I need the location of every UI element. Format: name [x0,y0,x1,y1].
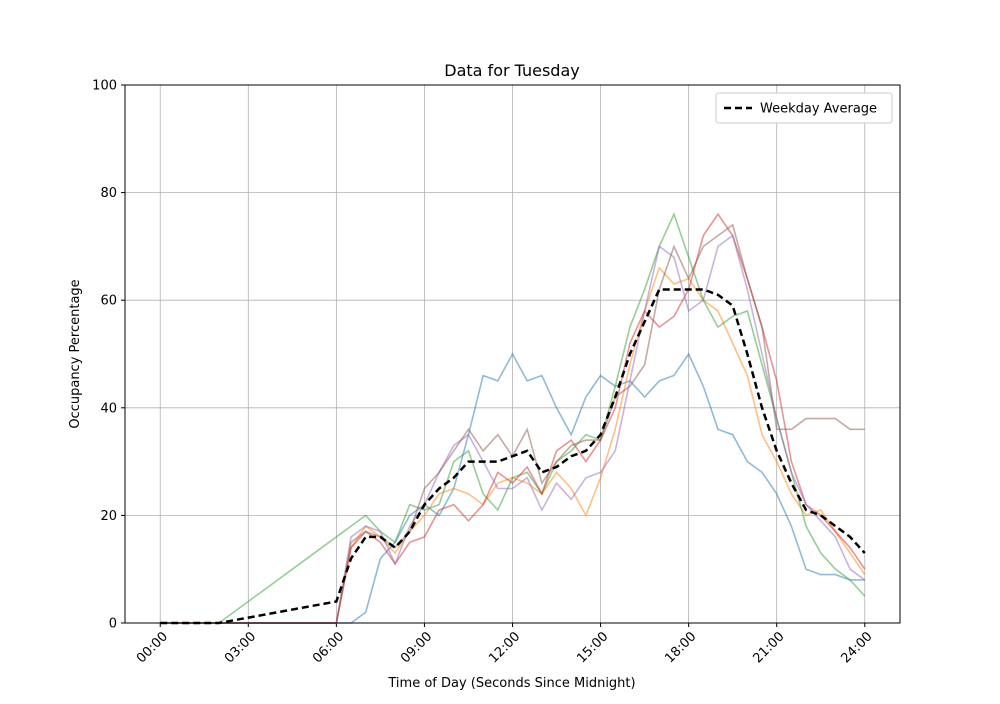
y-axis-label: Occupancy Percentage [68,279,83,428]
x-tick-label: 21:00 [750,629,787,666]
x-tick-label: 15:00 [574,629,611,666]
chart-title: Data for Tuesday [444,61,579,80]
x-tick-label: 03:00 [222,629,259,666]
x-tick-label: 12:00 [486,629,523,666]
x-axis-label: Time of Day (Seconds Since Midnight) [387,676,635,691]
y-tick-label: 80 [100,186,117,201]
x-tick-label: 00:00 [134,629,171,666]
y-tick-label: 20 [100,509,117,524]
x-tick-label: 06:00 [310,629,347,666]
x-tick-label: 18:00 [662,629,699,666]
series-line [160,211,866,624]
x-tick-label: 24:00 [839,629,876,666]
y-tick-label: 60 [100,294,117,309]
y-tick-label: 40 [100,401,117,416]
y-tick-label: 100 [92,79,117,94]
legend-box [715,92,893,124]
legend-label: Weekday Average [760,102,877,117]
x-tick-label: 09:00 [398,629,435,666]
average-line [160,288,866,625]
y-tick-label: 0 [109,617,117,632]
plot-frame [124,84,901,624]
